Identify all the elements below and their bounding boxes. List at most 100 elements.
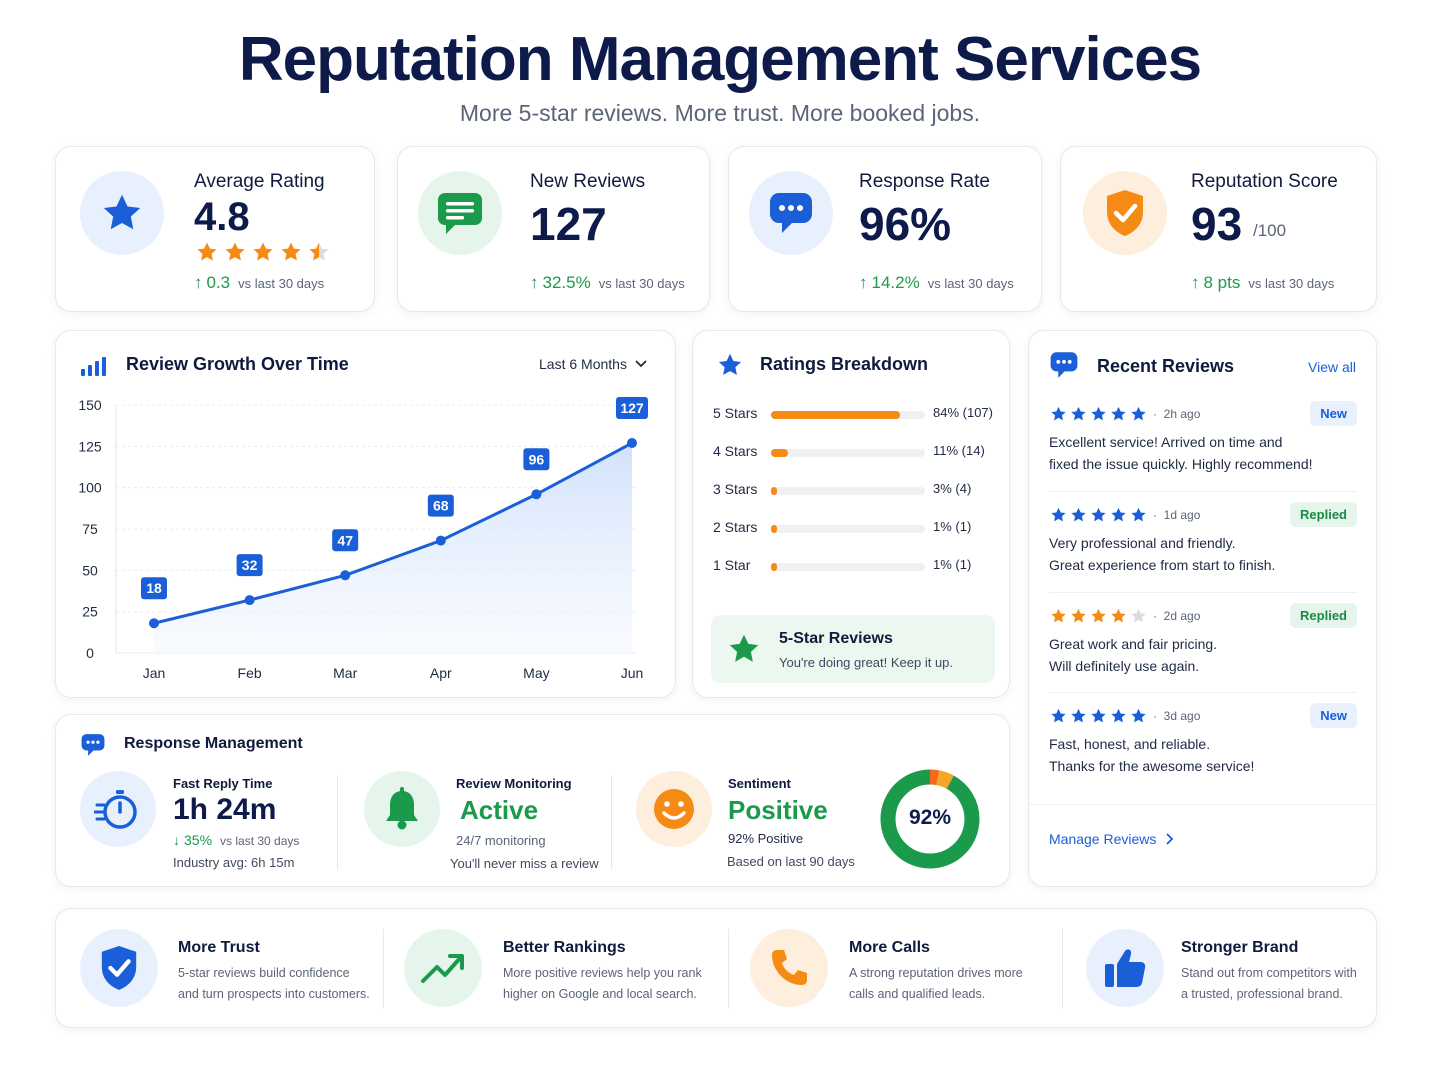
review-text-line: Great work and fair pricing. xyxy=(1049,636,1218,652)
x-tick-label: Jun xyxy=(621,665,644,681)
response-management-card: Response Management Fast Reply Time 1h 2… xyxy=(55,714,1010,887)
data-label-box xyxy=(616,397,648,420)
review-growth-chart: 150 125 100 75 50 25 0 18 Jan 32 Feb 47 Mar 68 Apr 96 Ma… xyxy=(78,397,648,681)
star-icon xyxy=(729,634,759,662)
star-icon xyxy=(253,242,273,261)
star-icon xyxy=(1091,406,1106,421)
section-title: Recent Reviews xyxy=(1097,356,1235,376)
kpi-delta: ↑ 14.2% vs last 30 days xyxy=(859,273,1014,293)
review-time: · 2h ago xyxy=(1153,407,1201,421)
data-label: 18 xyxy=(146,580,162,596)
review-text-line: fixed the issue quickly. Highly recommen… xyxy=(1049,456,1313,472)
x-tick-label: Apr xyxy=(430,665,452,681)
rating-row-label: 1 Star xyxy=(713,557,751,573)
status-badge: Replied xyxy=(1290,603,1357,628)
data-point xyxy=(244,595,255,606)
rating-bar-track xyxy=(771,487,925,495)
kpi-value: 96% xyxy=(859,198,952,250)
divider xyxy=(1029,804,1378,805)
page-subtitle: More 5-star reviews. More trust. More bo… xyxy=(459,100,981,126)
rating-row-label: 5 Stars xyxy=(713,405,758,421)
data-label-box xyxy=(332,529,359,552)
range-dropdown[interactable]: Last 6 Months xyxy=(539,356,647,372)
area-fill xyxy=(154,443,632,653)
review-time-text: 3d ago xyxy=(1163,709,1201,723)
kpi-label: Response Rate xyxy=(859,171,990,192)
manage-reviews-link[interactable]: Manage Reviews xyxy=(1049,831,1174,847)
star-icon xyxy=(1131,507,1146,522)
rating-row-value: 11% (14) xyxy=(933,443,985,458)
shield-check-icon xyxy=(1083,171,1167,255)
divider xyxy=(383,929,384,1009)
smiley-icon xyxy=(636,771,712,847)
sentiment-sub: 92% Positive xyxy=(728,831,804,846)
review-time-text: 2d ago xyxy=(1163,609,1201,623)
review-text: Excellent service! Arrived on time and fi… xyxy=(1049,431,1349,475)
status-badge: New xyxy=(1310,401,1357,426)
section-title: Ratings Breakdown xyxy=(760,354,929,374)
status-badge: Replied xyxy=(1290,502,1357,527)
review-time-text: 1d ago xyxy=(1163,508,1201,522)
x-tick-label: Mar xyxy=(333,665,357,681)
benefit-text-line: higher on Google and local search. xyxy=(503,987,697,1001)
benefit-text: 5-star reviews build confidence and turn … xyxy=(178,963,378,1005)
review-growth-card: Review Growth Over Time Last 6 Months 15… xyxy=(55,330,676,698)
callout-title: 5-Star Reviews xyxy=(779,630,893,647)
review-text-line: Excellent service! Arrived on time and xyxy=(1049,434,1283,450)
reply-time-value: 1h 24m xyxy=(173,793,277,826)
benefit-title: Stronger Brand xyxy=(1181,939,1299,956)
delta-value: 32.5% xyxy=(542,273,591,292)
delta-value: 0.3 xyxy=(206,273,231,292)
data-point xyxy=(340,570,351,581)
review-text-line: Will definitely use again. xyxy=(1049,658,1200,674)
sentiment-note: Based on last 90 days xyxy=(727,854,855,869)
x-tick-label: Feb xyxy=(238,665,262,681)
star-icon xyxy=(80,171,164,255)
benefit-text-line: a trusted, professional brand. xyxy=(1181,987,1343,1001)
kpi-card-average-rating: Average Rating 4.8 ↑ 0.3 vs last 30 days xyxy=(55,146,375,312)
delta-value: 14.2% xyxy=(871,273,920,292)
chat-bubble-icon xyxy=(1050,352,1078,378)
divider xyxy=(337,775,338,870)
bell-icon xyxy=(364,771,440,847)
star-icon xyxy=(1051,608,1066,623)
review-time: · 3d ago xyxy=(1153,709,1201,723)
data-label: 32 xyxy=(242,557,258,573)
range-dropdown-label: Last 6 Months xyxy=(539,356,627,372)
review-text-line: Thanks for the awesome service! xyxy=(1049,758,1255,774)
star-icon xyxy=(281,242,301,261)
review-stars xyxy=(1049,405,1148,423)
data-point xyxy=(531,489,542,500)
y-tick-label: 25 xyxy=(82,604,98,620)
monitoring-label: Review Monitoring xyxy=(456,776,572,791)
rating-bar-track xyxy=(771,411,925,419)
stopwatch-icon xyxy=(80,771,156,847)
benefit-text: Stand out from competitors with a trusted… xyxy=(1181,963,1381,1005)
rating-bar-fill xyxy=(771,449,788,457)
data-point xyxy=(435,535,446,546)
arrow-down-icon: ↓ xyxy=(173,832,180,848)
y-tick-label: 75 xyxy=(82,521,98,537)
rating-row-label: 3 Stars xyxy=(713,481,758,497)
rating-bar-fill xyxy=(771,525,778,533)
delta-value: 8 pts xyxy=(1203,273,1241,292)
kpi-value: 93 xyxy=(1191,198,1243,250)
kpi-label: Average Rating xyxy=(194,171,325,192)
callout-text: You're doing great! Keep it up. xyxy=(779,655,954,670)
star-icon xyxy=(1131,406,1146,421)
divider xyxy=(1049,592,1357,593)
star-icon xyxy=(1111,608,1126,623)
data-label-box xyxy=(427,494,454,517)
kpi-card-new-reviews: New Reviews 127 ↑ 32.5% vs last 30 days xyxy=(397,146,710,312)
view-all-link[interactable]: View all xyxy=(1308,359,1356,375)
half-star-icon xyxy=(309,242,329,261)
rating-row-3: 3 Stars 3% (4) xyxy=(713,481,1003,501)
star-icon xyxy=(1051,507,1066,522)
rating-row-value: 1% (1) xyxy=(933,557,972,572)
monitoring-sub: 24/7 monitoring xyxy=(456,833,546,848)
delta-value: 35% xyxy=(184,832,213,848)
benefit-title: More Calls xyxy=(849,939,930,956)
benefit-text: More positive reviews help you rank highe… xyxy=(503,963,723,1005)
benefit-text-line: Stand out from competitors with xyxy=(1181,966,1357,980)
kpi-value: 4.8 xyxy=(194,195,250,239)
